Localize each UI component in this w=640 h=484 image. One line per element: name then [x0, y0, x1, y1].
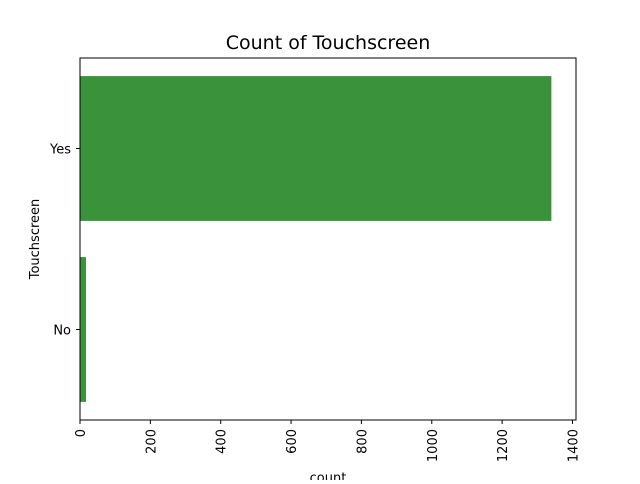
- x-tick-label-1400: 1400: [566, 429, 581, 462]
- x-tick-label-200: 200: [144, 429, 159, 454]
- x-tick-label-600: 600: [285, 429, 300, 454]
- bars-layer: [80, 76, 552, 402]
- x-axis: 0 200 400 600 800 1000 1200 1400: [74, 420, 581, 462]
- bar-no: [80, 257, 86, 402]
- x-tick-label-1200: 1200: [496, 429, 511, 462]
- y-axis: Yes No: [49, 143, 80, 339]
- x-tick-label-1000: 1000: [426, 429, 441, 462]
- x-tick-label-0: 0: [74, 429, 89, 437]
- y-axis-label: Touchscreen: [28, 199, 43, 281]
- x-tick-label-800: 800: [355, 429, 370, 454]
- y-tick-label-no: No: [53, 324, 71, 339]
- plot-frame: [79, 57, 577, 421]
- bar-yes: [80, 76, 552, 221]
- x-tick-label-400: 400: [215, 429, 230, 454]
- y-tick-label-yes: Yes: [49, 143, 71, 158]
- x-axis-label: count: [310, 471, 347, 480]
- chart-title: Count of Touchscreen: [226, 32, 431, 54]
